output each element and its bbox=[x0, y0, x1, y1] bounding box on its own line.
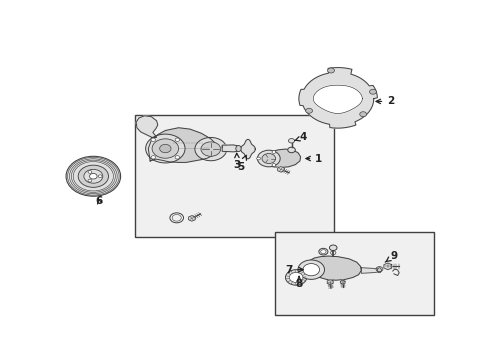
Polygon shape bbox=[188, 216, 195, 221]
Circle shape bbox=[88, 171, 92, 173]
Circle shape bbox=[257, 150, 280, 167]
Text: 8: 8 bbox=[295, 276, 302, 289]
Circle shape bbox=[271, 150, 275, 153]
Polygon shape bbox=[222, 145, 238, 152]
Circle shape bbox=[287, 147, 295, 153]
Circle shape bbox=[84, 169, 102, 183]
Circle shape bbox=[201, 142, 220, 156]
Polygon shape bbox=[298, 68, 377, 128]
Circle shape bbox=[151, 156, 155, 159]
Text: 1: 1 bbox=[305, 153, 322, 163]
Circle shape bbox=[369, 89, 376, 94]
Circle shape bbox=[98, 175, 102, 177]
Circle shape bbox=[256, 157, 260, 160]
Ellipse shape bbox=[377, 268, 381, 273]
Circle shape bbox=[329, 245, 336, 251]
Bar bbox=[135, 115, 333, 237]
Polygon shape bbox=[313, 85, 362, 113]
Circle shape bbox=[288, 139, 294, 143]
Circle shape bbox=[88, 179, 92, 182]
Circle shape bbox=[159, 144, 171, 153]
Circle shape bbox=[359, 112, 366, 117]
Text: 4: 4 bbox=[294, 132, 307, 143]
Polygon shape bbox=[361, 268, 379, 273]
Text: 7: 7 bbox=[284, 265, 303, 275]
Circle shape bbox=[271, 163, 275, 166]
Circle shape bbox=[195, 138, 226, 161]
Polygon shape bbox=[136, 116, 158, 138]
Polygon shape bbox=[262, 149, 300, 167]
Polygon shape bbox=[383, 263, 391, 270]
Text: 9: 9 bbox=[385, 251, 397, 262]
Circle shape bbox=[305, 108, 312, 113]
Text: 3: 3 bbox=[233, 153, 241, 170]
Circle shape bbox=[89, 174, 97, 179]
Circle shape bbox=[151, 138, 155, 141]
Circle shape bbox=[320, 250, 325, 253]
Circle shape bbox=[175, 138, 179, 141]
Circle shape bbox=[152, 139, 178, 158]
Circle shape bbox=[318, 248, 327, 255]
Circle shape bbox=[289, 273, 302, 283]
Circle shape bbox=[262, 153, 275, 163]
Text: 2: 2 bbox=[375, 96, 394, 107]
Circle shape bbox=[145, 134, 184, 163]
Polygon shape bbox=[340, 280, 345, 284]
Ellipse shape bbox=[235, 145, 241, 152]
Polygon shape bbox=[148, 128, 218, 162]
Circle shape bbox=[302, 264, 319, 276]
Circle shape bbox=[285, 270, 306, 285]
Polygon shape bbox=[326, 280, 332, 285]
Polygon shape bbox=[277, 167, 284, 172]
Bar bbox=[275, 232, 433, 315]
Polygon shape bbox=[240, 139, 255, 159]
Circle shape bbox=[327, 68, 334, 73]
Polygon shape bbox=[306, 256, 361, 280]
Circle shape bbox=[66, 156, 121, 196]
Text: 6: 6 bbox=[95, 196, 102, 206]
Circle shape bbox=[297, 260, 324, 279]
Circle shape bbox=[78, 165, 108, 187]
Text: 5: 5 bbox=[237, 155, 246, 172]
Circle shape bbox=[175, 156, 179, 159]
